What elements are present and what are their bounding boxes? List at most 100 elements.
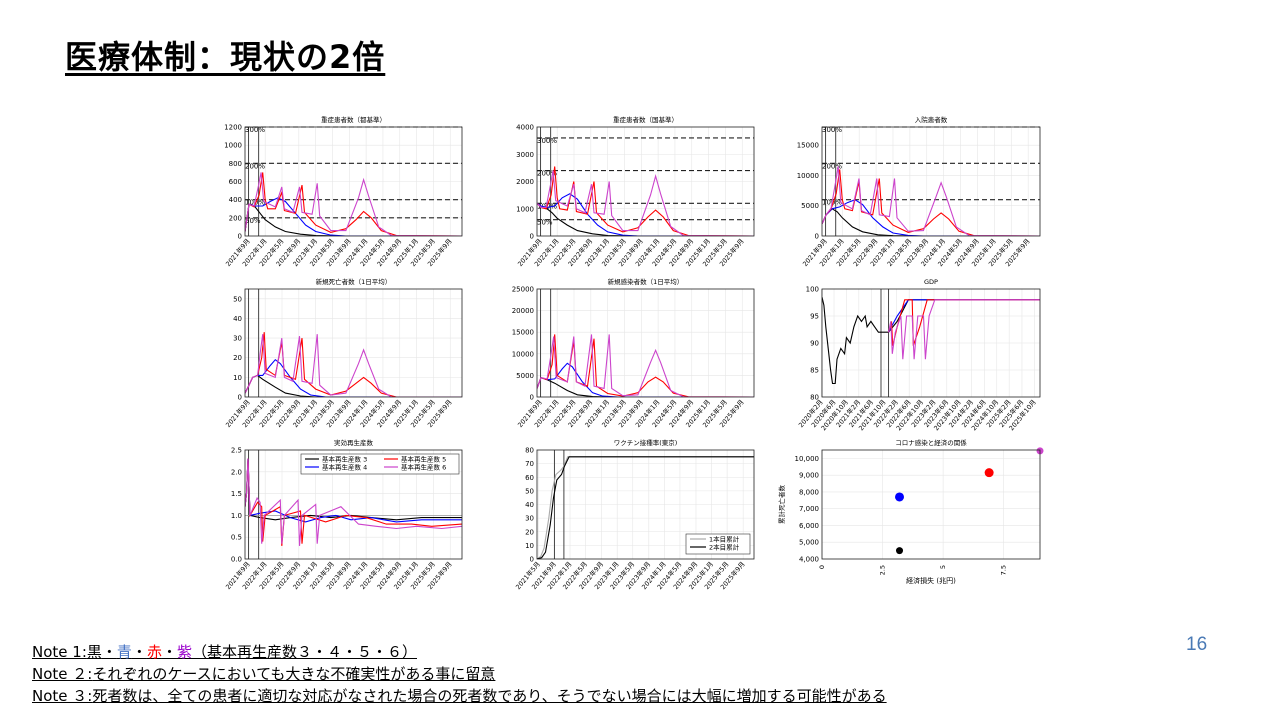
y-tick-label: 1000 [224,142,242,150]
y-tick-label: 15000 [512,329,534,337]
note-1-part: 黒 [86,643,102,661]
y-tick-label: 20 [525,528,534,536]
note-2-prefix: Note ２: [32,665,93,683]
y-tick-label: 2.0 [231,468,242,476]
plot-area [822,127,1040,236]
chart-c3: 100%200%300%入院患者数0500010000150002021年9月2… [797,115,1041,268]
series-line-r5 [537,166,754,236]
y-tick-label: 800 [229,160,242,168]
note-1-text: 黒・青・赤・紫（基本再生産数３・４・５・６） [87,643,417,661]
plot-area [245,289,462,397]
y-tick-label: 0 [530,556,534,564]
plot-frame [536,126,755,237]
plot-frame [821,449,1041,560]
note-3-text: 死者数は、全ての患者に適切な対応がなされた場合の死者数であり、そうでない場合には… [92,687,887,705]
y-tick-label: 1200 [224,124,242,132]
plot-frame [536,449,755,560]
plot-area [822,450,1040,559]
plot-frame [244,288,463,398]
chart-title: ワクチン接種率(東京) [614,438,678,447]
capacity-label: 50% [537,219,553,227]
series-line-r4 [822,199,1040,236]
note-2-text: それぞれのケースにおいても大きな不確実性がある事に留意 [92,665,496,683]
chart-title: 重症患者数（都基準） [321,115,386,124]
page-number: 16 [1186,634,1208,655]
series-line-r3 [822,296,1040,385]
legend-label: 基本再生産数 4 [322,463,367,472]
series-line-r6 [887,299,1040,360]
y-tick-label: 5000 [801,202,819,210]
chart-c8: ワクチン接種率(東京)010203040506070802021年5月2021年… [513,438,755,591]
capacity-label: 200% [537,170,557,178]
chart-c9: コロナ感染と経済の関係 4,000 5,000 6,000 7,000 8,000 9,00… [777,438,1044,585]
plot-area [537,289,754,397]
series-line-r6 [537,334,754,397]
y-tick-label: 9,000 [799,472,819,480]
x-tick-label: 7.5 [1000,565,1008,575]
legend-box [300,453,460,475]
note-1-part: （基本再生産数３・４・５・６） [191,643,417,661]
scatter-point-r3 [896,547,904,555]
y-tick-label: 2000 [516,178,534,186]
legend-label: 基本再生産数 6 [401,463,446,472]
chart-title: GDP [924,278,938,286]
y-tick-label: 100 [806,286,819,294]
plot-frame [536,288,755,398]
y-tick-label: 7,000 [799,505,819,513]
y-tick-label: 0.5 [231,534,242,542]
capacity-label: 300% [822,126,842,134]
chart-title: 実効再生産数 [334,438,374,447]
capacity-label: 300% [245,126,265,134]
y-tick-label: 50 [233,295,242,303]
note-1-part: ・ [131,643,147,661]
y-tick-label: 0 [530,394,534,402]
y-tick-label: 85 [810,367,819,375]
y-tick-label: 10 [233,374,242,382]
plot-frame [821,126,1041,237]
y-tick-label: 3000 [516,151,534,159]
chart-c6: GDP808590951002020年2月2020年6月2020年10月2021… [796,278,1041,432]
chart-c1: 50%100%200%300%重症患者数（都基準）020040060080010… [223,115,463,268]
y-tick-label: 1.5 [231,490,242,498]
y-tick-label: 200 [229,214,242,222]
y-tick-label: 20000 [512,307,534,315]
note-1-part: ・ [161,643,177,661]
y-tick-label: 5000 [516,372,534,380]
series-line-r5 [245,172,462,236]
scatter-point-r4 [895,492,905,502]
x-tick-label: 5 [939,565,947,569]
series-line-r6 [245,458,462,546]
y-tick-label: 10 [525,542,534,550]
note-1-part: 赤 [146,643,162,661]
series-line-r6 [245,172,462,236]
y-tick-label: 10000 [512,350,534,358]
y-tick-label: 10000 [797,172,819,180]
note-2: Note ２:それぞれのケースにおいても大きな不確実性がある事に留意 [32,665,495,683]
y-axis-label: 累計死亡者数 [777,485,786,525]
y-tick-label: 20 [233,354,242,362]
series-line-r6 [245,334,462,397]
chart-c4: 新規死亡者数（1日平均）010203040502021年9月2022年1月202… [223,277,463,429]
y-tick-label: 1000 [516,205,534,213]
y-tick-label: 80 [810,394,819,402]
scatter-point-r5 [984,468,994,478]
series-line-r5 [887,299,1040,346]
y-tick-label: 600 [229,178,242,186]
plot-frame [244,126,463,237]
note-1: Note 1:黒・青・赤・紫（基本再生産数３・４・５・６） [32,643,417,661]
legend-label: 基本再生産数 3 [322,455,367,464]
chart-title: 新規死亡者数（1日平均） [316,277,392,286]
chart-title: 入院患者数 [915,115,948,124]
y-tick-label: 40 [525,501,534,509]
note-1-part: ・ [101,643,117,661]
y-tick-label: 15000 [797,142,819,150]
legend-label: 基本再生産数 5 [401,455,446,464]
y-tick-label: 30 [233,335,242,343]
legend-label: 2本目累計 [709,543,740,552]
plot-frame [244,449,463,560]
capacity-label: 200% [822,162,842,170]
y-tick-label: 0 [530,233,534,241]
y-tick-label: 30 [525,515,534,523]
y-tick-label: 0 [238,233,242,241]
